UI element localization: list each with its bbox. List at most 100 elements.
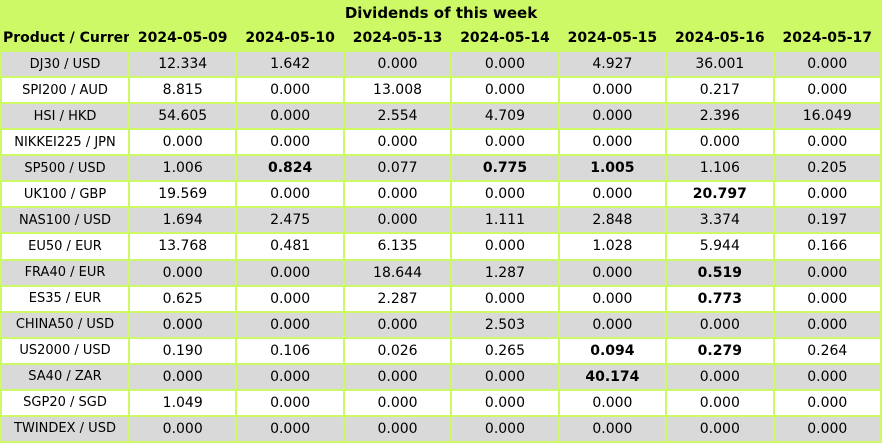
dividend-value-cell: 2.287 (342, 284, 453, 313)
product-cell: SGP20 / SGD (0, 388, 130, 417)
dividend-value-cell: 54.605 (127, 102, 238, 131)
table-title-row: Dividends of this week (1, 0, 881, 26)
column-header-date: 2024-05-17 (773, 26, 881, 51)
dividend-value-cell: 5.944 (665, 232, 775, 261)
dividend-value-cell: 0.264 (772, 336, 882, 365)
column-header-product: Product / Currency (1, 26, 129, 51)
dividend-value-cell: 1.287 (450, 258, 560, 287)
table-row: DJ30 / USD 12.334 1.642 0.000 0.000 4.927 36.0… (0, 49, 882, 79)
dividend-value-cell: 0.000 (342, 180, 453, 209)
dividend-value-cell: 0.000 (450, 388, 560, 417)
dividend-value-cell: 3.374 (665, 206, 775, 235)
page-title: Dividends of this week (1, 0, 881, 26)
column-header-date: 2024-05-15 (558, 26, 667, 51)
table-row: CHINA50 / USD 0.000 0.000 0.000 2.503 0.000 0.… (0, 310, 882, 339)
dividend-value-cell: 2.503 (450, 310, 560, 339)
dividend-value-cell: 0.000 (450, 76, 560, 105)
dividend-value-cell: 0.000 (235, 414, 345, 443)
table-row: SGP20 / SGD 1.049 0.000 0.000 0.000 0.000 0.00… (0, 388, 882, 417)
dividend-value-cell: 0.166 (772, 232, 882, 261)
dividend-value-cell: 0.026 (342, 336, 453, 365)
product-cell: NAS100 / USD (0, 206, 130, 235)
dividend-value-cell: 8.815 (127, 76, 238, 105)
dividend-value-cell: 0.775 (450, 154, 560, 183)
dividend-value-cell: 0.000 (235, 180, 345, 209)
dividend-value-cell: 0.000 (450, 128, 560, 157)
dividend-value-cell: 1.006 (127, 154, 238, 183)
dividend-value-cell: 0.824 (235, 154, 345, 183)
product-cell: FRA40 / EUR (0, 258, 130, 287)
dividend-value-cell: 0.197 (772, 206, 882, 235)
dividend-value-cell: 0.000 (450, 414, 560, 443)
table-body: DJ30 / USD 12.334 1.642 0.000 0.000 4.927 36.0… (0, 49, 882, 443)
dividend-value-cell: 0.000 (665, 128, 775, 157)
dividend-value-cell: 0.094 (557, 336, 668, 365)
dividend-value-cell: 0.279 (665, 336, 775, 365)
dividend-value-cell: 0.000 (557, 388, 668, 417)
dividend-value-cell: 0.000 (235, 284, 345, 313)
dividend-value-cell: 0.265 (450, 336, 560, 365)
dividend-value-cell: 0.000 (772, 388, 882, 417)
dividend-value-cell: 0.000 (127, 414, 238, 443)
dividend-value-cell: 0.000 (772, 362, 882, 391)
dividend-value-cell: 0.000 (127, 128, 238, 157)
product-cell: SA40 / ZAR (0, 362, 130, 391)
product-cell: HSI / HKD (0, 102, 130, 131)
dividend-value-cell: 0.000 (665, 362, 775, 391)
dividend-value-cell: 0.000 (450, 232, 560, 261)
table-row: SA40 / ZAR 0.000 0.000 0.000 0.000 40.174 0.00… (0, 362, 882, 391)
dividend-value-cell: 0.773 (665, 284, 775, 313)
dividend-value-cell: 0.000 (557, 284, 668, 313)
dividend-value-cell: 0.000 (342, 49, 453, 79)
dividend-value-cell: 0.000 (450, 362, 560, 391)
dividend-value-cell: 0.000 (342, 414, 453, 443)
dividend-value-cell: 1.049 (127, 388, 238, 417)
dividend-value-cell: 0.000 (557, 102, 668, 131)
table-row: SPI200 / AUD 8.815 0.000 13.008 0.000 0.000 0.… (0, 76, 882, 105)
dividend-value-cell: 0.000 (665, 414, 775, 443)
dividend-value-cell: 0.000 (665, 388, 775, 417)
table-row: NIKKEI225 / JPN 0.000 0.000 0.000 0.000 0.000… (0, 128, 882, 157)
dividend-value-cell: 2.848 (557, 206, 668, 235)
product-cell: UK100 / GBP (0, 180, 130, 209)
dividend-value-cell: 1.694 (127, 206, 238, 235)
table-row: ES35 / EUR 0.625 0.000 2.287 0.000 0.000 0.773… (0, 284, 882, 313)
table-row: EU50 / EUR 13.768 0.481 6.135 0.000 1.028 5.94… (0, 232, 882, 261)
column-header-row: Product / Currency 2024-05-092024-05-102… (1, 26, 881, 51)
dividend-value-cell: 0.000 (557, 76, 668, 105)
dividend-value-cell: 16.049 (772, 102, 882, 131)
dividend-value-cell: 0.000 (450, 284, 560, 313)
dividend-value-cell: 1.111 (450, 206, 560, 235)
dividend-value-cell: 0.000 (127, 310, 238, 339)
product-cell: SP500 / USD (0, 154, 130, 183)
dividend-value-cell: 40.174 (557, 362, 668, 391)
dividend-value-cell: 0.217 (665, 76, 775, 105)
dividend-value-cell: 1.028 (557, 232, 668, 261)
dividend-value-cell: 0.000 (127, 362, 238, 391)
dividend-value-cell: 0.000 (772, 76, 882, 105)
dividend-value-cell: 13.008 (342, 76, 453, 105)
dividend-value-cell: 0.000 (772, 49, 882, 79)
dividend-value-cell: 4.709 (450, 102, 560, 131)
dividend-value-cell: 0.000 (235, 388, 345, 417)
dividend-value-cell: 0.000 (772, 180, 882, 209)
dividend-value-cell: 0.000 (235, 76, 345, 105)
dividend-value-cell: 12.334 (127, 49, 238, 79)
product-cell: CHINA50 / USD (0, 310, 130, 339)
dividend-value-cell: 0.481 (235, 232, 345, 261)
dividend-value-cell: 2.554 (342, 102, 453, 131)
dividend-value-cell: 0.000 (450, 180, 560, 209)
dividend-value-cell: 2.475 (235, 206, 345, 235)
dividend-value-cell: 0.000 (557, 310, 668, 339)
dividend-value-cell: 1.106 (665, 154, 775, 183)
product-cell: NIKKEI225 / JPN (0, 128, 130, 157)
dividend-value-cell: 0.000 (342, 128, 453, 157)
product-cell: SPI200 / AUD (0, 76, 130, 105)
dividend-value-cell: 0.000 (127, 258, 238, 287)
dividend-value-cell: 0.000 (772, 258, 882, 287)
dividend-value-cell: 0.000 (665, 310, 775, 339)
dividend-value-cell: 6.135 (342, 232, 453, 261)
table-row: FRA40 / EUR 0.000 0.000 18.644 1.287 0.000 0.5… (0, 258, 882, 287)
